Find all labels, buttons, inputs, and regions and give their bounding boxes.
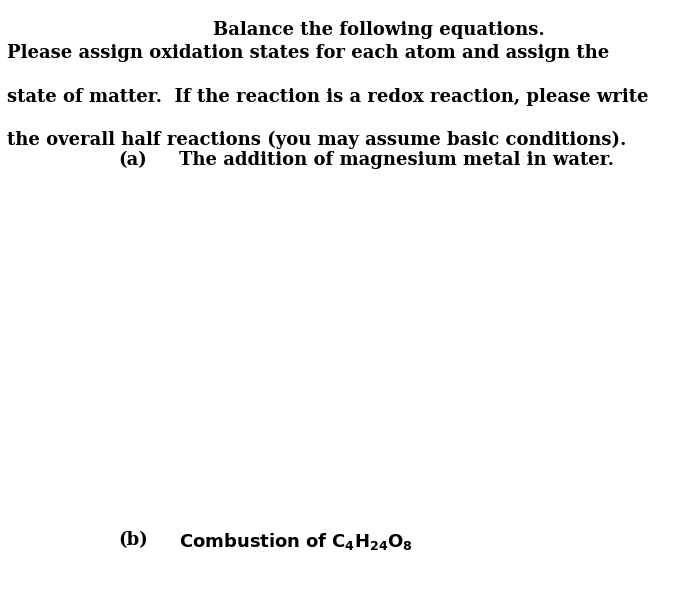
Text: (a): (a) xyxy=(118,151,147,169)
Text: state of matter.  If the reaction is a redox reaction, please write: state of matter. If the reaction is a re… xyxy=(7,88,648,106)
Text: Balance the following equations.: Balance the following equations. xyxy=(213,21,544,39)
Text: (b): (b) xyxy=(118,531,148,549)
Text: The addition of magnesium metal in water.: The addition of magnesium metal in water… xyxy=(179,151,614,169)
Text: Please assign oxidation states for each atom and assign the: Please assign oxidation states for each … xyxy=(7,44,609,62)
Text: the overall half reactions (you may assume basic conditions).: the overall half reactions (you may assu… xyxy=(7,131,626,149)
Text: $\mathbf{Combustion\ of\ C_4H_{24}O_8}$: $\mathbf{Combustion\ of\ C_4H_{24}O_8}$ xyxy=(179,531,413,551)
